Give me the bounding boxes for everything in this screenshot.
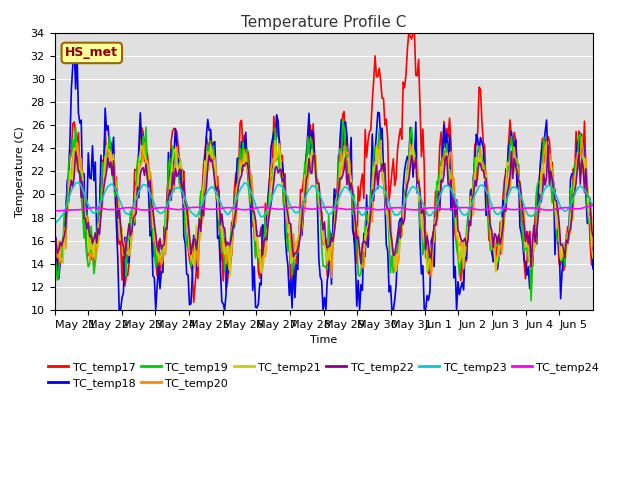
Y-axis label: Temperature (C): Temperature (C) xyxy=(15,126,25,217)
TC_temp19 xyxy=(69,137,77,143)
TC_temp17 xyxy=(517,219,525,225)
TC_temp18 xyxy=(87,176,95,182)
TC_temp19 xyxy=(436,165,444,170)
TC_temp23 xyxy=(69,185,77,191)
TC_temp24 xyxy=(516,206,524,212)
TC_temp18 xyxy=(115,307,123,313)
TC_temp20 xyxy=(578,134,586,140)
TC_temp18 xyxy=(437,176,445,182)
TC_temp22 xyxy=(51,227,58,232)
TC_temp19 xyxy=(339,117,347,122)
TC_temp24 xyxy=(70,207,78,213)
TC_temp24 xyxy=(52,208,60,214)
TC_temp22 xyxy=(544,143,552,148)
TC_temp17 xyxy=(405,30,413,36)
Legend: TC_temp17, TC_temp18, TC_temp19, TC_temp20, TC_temp21, TC_temp22, TC_temp23, TC_: TC_temp17, TC_temp18, TC_temp19, TC_temp… xyxy=(44,357,604,394)
Line: TC_temp24: TC_temp24 xyxy=(54,205,593,211)
TC_temp19 xyxy=(588,238,595,243)
TC_temp18 xyxy=(69,63,77,69)
TC_temp19 xyxy=(51,267,58,273)
TC_temp21 xyxy=(589,255,596,261)
TC_temp24 xyxy=(87,205,95,211)
TC_temp20 xyxy=(329,246,337,252)
TC_temp21 xyxy=(588,245,595,251)
TC_temp24 xyxy=(51,208,58,214)
TC_temp22 xyxy=(435,189,442,194)
TC_temp18 xyxy=(588,235,595,240)
TC_temp19 xyxy=(516,190,524,196)
TC_temp17 xyxy=(86,250,93,255)
TC_temp17 xyxy=(437,129,445,135)
TC_temp19 xyxy=(527,298,535,303)
TC_temp22 xyxy=(589,233,596,239)
TC_temp17 xyxy=(329,239,337,244)
TC_temp19 xyxy=(86,261,93,267)
TC_temp21 xyxy=(271,138,279,144)
TC_temp22 xyxy=(328,234,335,240)
TC_temp23 xyxy=(75,180,83,185)
TC_temp19 xyxy=(589,236,596,242)
TC_temp20 xyxy=(328,275,335,280)
TC_temp20 xyxy=(436,181,444,187)
TC_temp21 xyxy=(69,172,77,178)
TC_temp21 xyxy=(86,247,93,252)
TC_temp20 xyxy=(516,187,524,193)
TC_temp24 xyxy=(329,204,337,210)
TC_temp20 xyxy=(588,213,595,219)
TC_temp20 xyxy=(51,244,58,250)
TC_temp22 xyxy=(527,264,535,270)
TC_temp22 xyxy=(588,228,595,233)
TC_temp17 xyxy=(51,278,58,284)
TC_temp22 xyxy=(86,234,93,240)
Line: TC_temp17: TC_temp17 xyxy=(54,33,593,302)
TC_temp18 xyxy=(589,266,596,272)
TC_temp23 xyxy=(589,202,596,208)
TC_temp18 xyxy=(51,285,58,290)
TC_temp24 xyxy=(586,204,594,209)
TC_temp18 xyxy=(517,230,525,236)
Title: Temperature Profile C: Temperature Profile C xyxy=(241,15,406,30)
TC_temp17 xyxy=(69,121,77,127)
TC_temp23 xyxy=(586,198,594,204)
TC_temp22 xyxy=(69,184,77,190)
TC_temp19 xyxy=(328,246,335,252)
Line: TC_temp18: TC_temp18 xyxy=(54,46,593,310)
TC_temp17 xyxy=(588,262,595,268)
TC_temp24 xyxy=(589,203,596,208)
Line: TC_temp23: TC_temp23 xyxy=(54,182,593,224)
Line: TC_temp21: TC_temp21 xyxy=(54,141,593,276)
Text: HS_met: HS_met xyxy=(65,47,118,60)
Line: TC_temp22: TC_temp22 xyxy=(54,145,593,267)
TC_temp20 xyxy=(86,259,93,264)
TC_temp23 xyxy=(436,194,444,200)
Line: TC_temp19: TC_temp19 xyxy=(54,120,593,300)
TC_temp21 xyxy=(51,242,58,248)
TC_temp23 xyxy=(87,208,95,214)
TC_temp17 xyxy=(589,249,596,255)
TC_temp20 xyxy=(589,243,596,249)
TC_temp22 xyxy=(515,178,522,183)
TC_temp21 xyxy=(517,191,525,196)
TC_temp17 xyxy=(190,300,198,305)
Line: TC_temp20: TC_temp20 xyxy=(54,137,593,277)
TC_temp24 xyxy=(436,206,444,212)
TC_temp21 xyxy=(330,223,338,229)
TC_temp21 xyxy=(437,164,445,169)
TC_temp23 xyxy=(329,208,337,214)
TC_temp23 xyxy=(516,191,524,197)
X-axis label: Time: Time xyxy=(310,336,337,346)
TC_temp23 xyxy=(51,221,58,227)
TC_temp18 xyxy=(330,186,338,192)
TC_temp21 xyxy=(227,273,234,278)
TC_temp20 xyxy=(69,153,77,159)
TC_temp18 xyxy=(70,43,78,49)
